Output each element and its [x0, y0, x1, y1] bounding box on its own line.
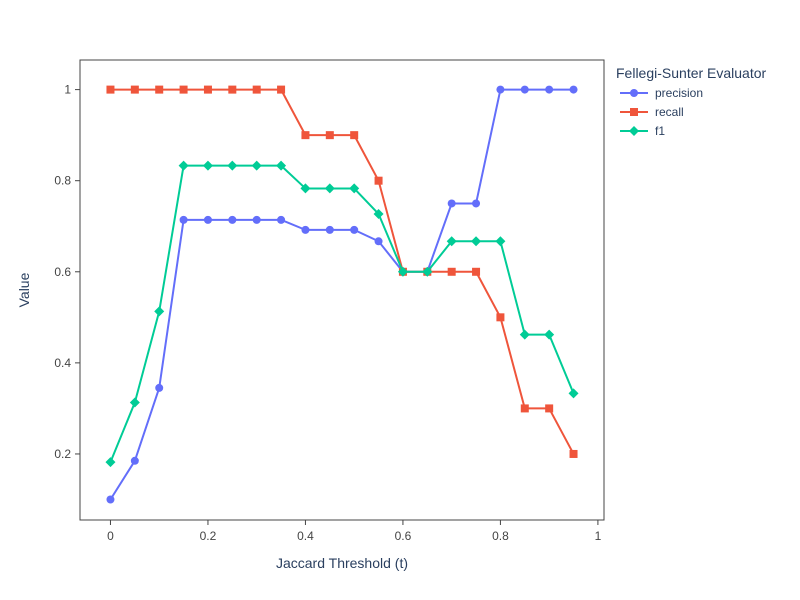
- data-point-recall: [252, 85, 261, 94]
- data-point-f1: [568, 388, 579, 399]
- data-point-precision: [496, 85, 505, 94]
- series-recall: [106, 85, 578, 458]
- data-point-precision: [350, 225, 359, 234]
- series-layer: [105, 85, 579, 504]
- legend-swatch-marker: [630, 89, 638, 97]
- data-point-f1: [397, 266, 408, 277]
- data-point-precision: [472, 199, 481, 208]
- data-point-recall: [374, 176, 383, 185]
- data-point-recall: [350, 131, 359, 140]
- data-point-f1: [324, 183, 335, 194]
- x-tick-label: 0.4: [297, 529, 314, 543]
- data-point-precision: [277, 215, 286, 224]
- data-point-recall: [447, 267, 456, 276]
- data-point-precision: [228, 215, 237, 224]
- x-tick-label: 0.6: [395, 529, 412, 543]
- data-point-precision: [447, 199, 456, 208]
- data-point-recall: [472, 267, 481, 276]
- legend-item-f1: f1: [620, 124, 665, 138]
- legend: Fellegi-Sunter Evaluator precision recall…: [616, 65, 767, 138]
- legend-title: Fellegi-Sunter Evaluator: [616, 65, 767, 81]
- data-point-precision: [301, 225, 310, 234]
- data-point-f1: [300, 183, 311, 194]
- data-point-recall: [155, 85, 164, 94]
- data-point-precision: [179, 215, 188, 224]
- series-line-precision: [109, 88, 574, 501]
- x-axis: 0 0.2 0.4 0.6 0.8 1: [107, 520, 602, 543]
- legend-swatch-marker: [629, 126, 639, 136]
- legend-item-recall: recall: [620, 105, 684, 119]
- data-point-precision: [106, 495, 115, 504]
- data-point-f1: [471, 236, 482, 247]
- data-point-recall: [496, 313, 505, 322]
- data-point-f1: [227, 160, 238, 171]
- data-point-f1: [373, 208, 384, 219]
- y-axis: 0.2 0.4 0.6 0.8 1: [54, 83, 80, 461]
- data-point-f1: [544, 329, 555, 340]
- data-point-recall: [520, 404, 529, 413]
- data-point-f1: [446, 236, 457, 247]
- data-point-precision: [545, 85, 554, 94]
- data-point-f1: [129, 397, 140, 408]
- data-point-precision: [155, 383, 164, 392]
- legend-item-precision: precision: [620, 86, 703, 100]
- data-point-f1: [178, 160, 189, 171]
- series-f1: [105, 160, 579, 468]
- data-point-recall: [203, 85, 212, 94]
- data-point-f1: [495, 236, 506, 247]
- y-tick-label: 0.6: [54, 265, 71, 279]
- x-tick-label: 1: [595, 529, 602, 543]
- data-point-precision: [374, 237, 383, 246]
- data-point-f1: [154, 306, 165, 317]
- data-point-f1: [202, 160, 213, 171]
- data-point-f1: [422, 266, 433, 277]
- data-point-recall: [569, 449, 578, 458]
- data-point-precision: [203, 215, 212, 224]
- data-point-f1: [251, 160, 262, 171]
- y-axis-label: Value: [16, 272, 32, 307]
- plot-area: [79, 59, 605, 521]
- x-tick-label: 0.8: [492, 529, 509, 543]
- data-point-precision: [325, 225, 334, 234]
- y-tick-label: 0.2: [54, 447, 71, 461]
- data-point-recall: [130, 85, 139, 94]
- data-point-recall: [106, 85, 115, 94]
- data-point-precision: [252, 215, 261, 224]
- y-tick-label: 0.8: [54, 174, 71, 188]
- data-point-recall: [228, 85, 237, 94]
- legend-swatch-marker: [630, 108, 638, 116]
- plot-frame: [79, 59, 605, 521]
- legend-label: precision: [655, 86, 703, 100]
- x-tick-label: 0: [107, 529, 114, 543]
- x-axis-label: Jaccard Threshold (t): [276, 555, 408, 571]
- data-point-recall: [325, 131, 334, 140]
- data-point-recall: [277, 85, 286, 94]
- data-point-precision: [520, 85, 529, 94]
- series-precision: [106, 85, 578, 504]
- data-point-recall: [179, 85, 188, 94]
- y-tick-label: 1: [64, 83, 71, 97]
- data-point-f1: [105, 457, 116, 468]
- x-tick-label: 0.2: [200, 529, 217, 543]
- data-point-recall: [545, 404, 554, 413]
- data-point-f1: [519, 329, 530, 340]
- data-point-precision: [569, 85, 578, 94]
- y-tick-label: 0.4: [54, 356, 71, 370]
- legend-label: recall: [655, 105, 684, 119]
- data-point-precision: [130, 456, 139, 465]
- data-point-f1: [276, 160, 287, 171]
- legend-label: f1: [655, 124, 665, 138]
- data-point-f1: [349, 183, 360, 194]
- series-line-recall: [110, 88, 575, 455]
- data-point-recall: [301, 131, 310, 140]
